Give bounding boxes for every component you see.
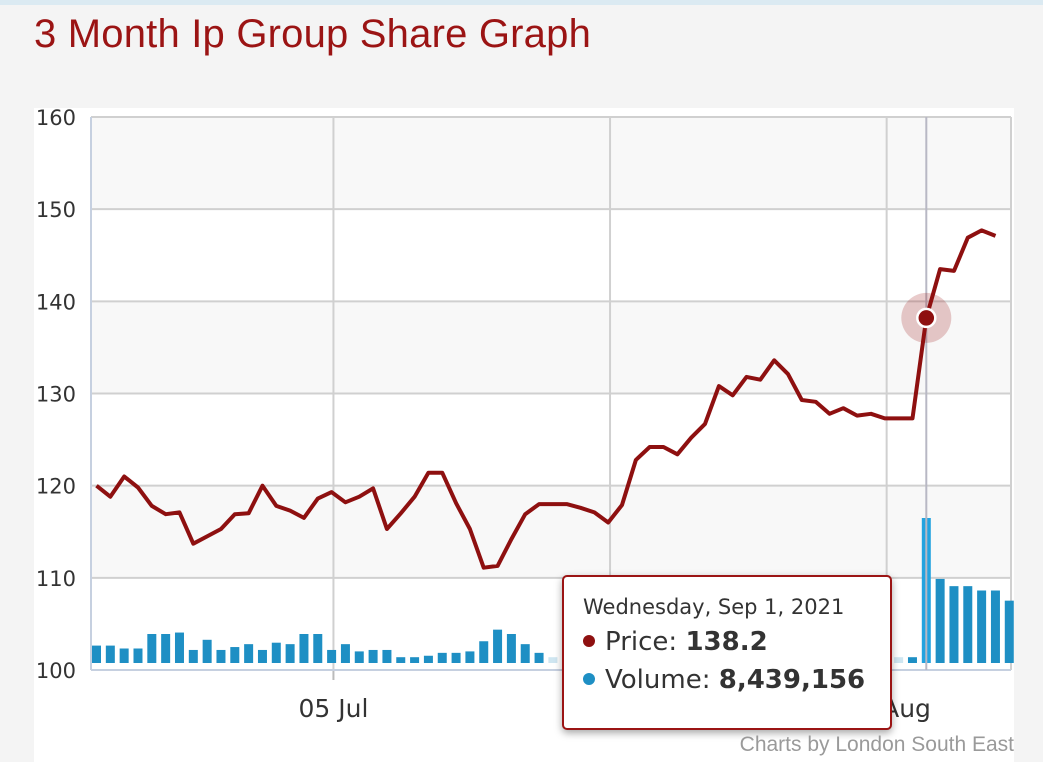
volume-bar — [410, 657, 420, 663]
plot-band — [91, 117, 1011, 210]
volume-bar — [437, 652, 447, 663]
y-tick-label: 160 — [36, 108, 76, 130]
volume-dot-icon — [583, 672, 595, 685]
tooltip-volume-row: Volume: 8,439,156 — [583, 665, 890, 695]
volume-bar — [479, 641, 489, 663]
volume-bar — [216, 649, 226, 663]
plot-band — [91, 209, 1011, 302]
volume-bar — [92, 645, 101, 663]
y-tick-label: 100 — [36, 659, 76, 683]
volume-bar — [506, 634, 516, 663]
volume-bar — [147, 634, 157, 663]
tooltip-volume-value: 8,439,156 — [718, 665, 866, 695]
volume-bar — [188, 649, 198, 663]
volume-bar — [244, 644, 254, 663]
volume-bar — [1004, 600, 1014, 663]
plot-bands — [91, 117, 1011, 670]
volume-bar — [990, 590, 1000, 663]
volume-bar — [299, 634, 309, 663]
volume-bar — [935, 578, 945, 663]
plot-band — [91, 393, 1011, 486]
volume-bar — [548, 657, 558, 663]
volume-bar — [907, 657, 917, 663]
tooltip-volume-label: Volume: — [605, 665, 711, 695]
y-tick-label: 130 — [36, 383, 76, 407]
volume-bar — [133, 648, 143, 663]
y-tick-label: 120 — [36, 475, 76, 499]
page-title: 3 Month Ip Group Share Graph — [34, 12, 592, 56]
volume-bar — [382, 649, 392, 663]
plot-band — [91, 485, 1011, 578]
y-tick-label: 140 — [36, 290, 76, 314]
tooltip-date: Wednesday, Sep 1, 2021 — [583, 595, 845, 619]
volume-bar — [465, 651, 475, 663]
y-tick-label: 110 — [36, 567, 76, 591]
volume-bar — [949, 586, 959, 663]
price-line — [95, 228, 997, 570]
volume-bar — [313, 634, 323, 663]
volume-bar — [534, 652, 544, 663]
volume-bar — [161, 634, 171, 663]
tooltip-price-row: Price: 138.2 — [583, 627, 890, 657]
volume-bar — [230, 647, 240, 663]
volume-bar — [520, 644, 530, 663]
volume-bar — [174, 632, 184, 663]
volume-bar — [977, 590, 987, 663]
top-border — [0, 0, 1043, 5]
volume-bar — [257, 649, 267, 663]
volume-bar — [119, 648, 129, 663]
plot-band — [91, 301, 1011, 394]
chart-credit[interactable]: Charts by London South East — [739, 733, 1014, 756]
volume-bar — [285, 644, 295, 663]
volume-bar — [271, 642, 281, 663]
chart-tooltip: Wednesday, Sep 1, 2021 Price: 138.2 Volu… — [562, 575, 892, 730]
volume-bar — [894, 657, 904, 663]
tooltip-price-value: 138.2 — [685, 627, 768, 657]
volume-bar — [451, 652, 461, 663]
volume-bar — [105, 645, 115, 663]
y-tick-label: 150 — [36, 198, 76, 222]
tooltip-price-label: Price: — [605, 627, 678, 657]
volume-bar — [327, 649, 337, 663]
volume-bar — [963, 586, 973, 663]
volume-bar — [423, 655, 433, 663]
volume-bar — [396, 657, 406, 663]
volume-bar — [354, 651, 364, 663]
price-dot-icon — [583, 634, 595, 647]
volume-bar — [202, 639, 212, 663]
volume-bar — [340, 644, 350, 663]
x-tick-label: 05 Jul — [298, 694, 368, 723]
highlight-point — [916, 307, 937, 329]
volume-bar — [368, 649, 378, 663]
volume-bar — [493, 629, 503, 663]
